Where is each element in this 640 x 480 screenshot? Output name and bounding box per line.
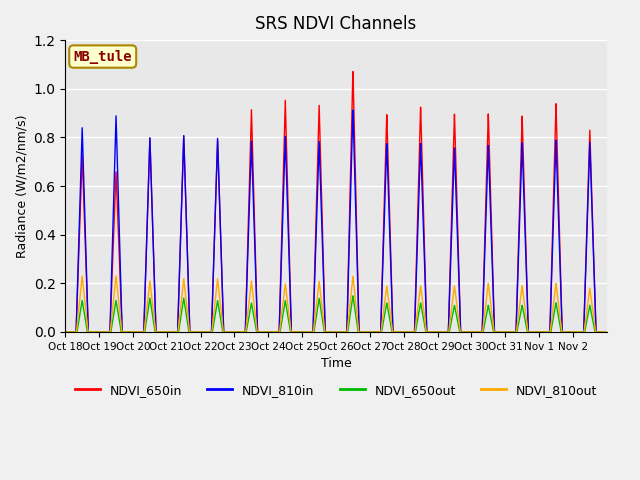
Legend: NDVI_650in, NDVI_810in, NDVI_650out, NDVI_810out: NDVI_650in, NDVI_810in, NDVI_650out, NDV…	[70, 379, 602, 402]
X-axis label: Time: Time	[321, 357, 351, 370]
Title: SRS NDVI Channels: SRS NDVI Channels	[255, 15, 417, 33]
Text: MB_tule: MB_tule	[74, 49, 132, 63]
Y-axis label: Radiance (W/m2/nm/s): Radiance (W/m2/nm/s)	[15, 114, 28, 258]
